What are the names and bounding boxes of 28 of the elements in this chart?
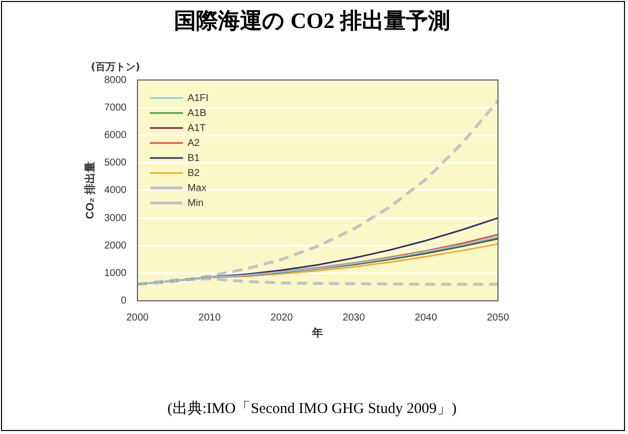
x-tick-label: 2020	[270, 312, 294, 324]
y-tick-label: 1000	[104, 268, 127, 279]
y-tick-label: 5000	[104, 158, 127, 169]
x-tick-label: 2050	[486, 312, 510, 324]
y-tick-label: 6000	[104, 130, 127, 141]
y-tick-label: 4000	[104, 185, 127, 196]
legend-label: B1	[187, 152, 200, 164]
text: (出典:IMO「Second IMO GHG Study 2009」)	[166, 400, 458, 418]
y-axis-title: CO₂ 排出量	[84, 162, 97, 220]
x-tick-label: 2000	[126, 312, 150, 324]
legend-label: Max	[187, 182, 206, 194]
chart-title: 国際海運の CO2 排出量予測	[173, 7, 451, 35]
legend-label: A2	[187, 138, 200, 149]
y-tick-label: 8000	[104, 74, 127, 86]
y-tick-label: 2000	[104, 240, 127, 252]
text: (百万トン)	[90, 62, 140, 73]
legend-label: A1B	[187, 108, 207, 119]
x-tick-label: 2040	[414, 312, 438, 324]
y-tick-label: 0	[120, 296, 127, 307]
y-tick-label: 3000	[104, 212, 127, 224]
x-tick-label: 2030	[342, 312, 366, 324]
legend-label: A1T	[187, 122, 206, 134]
legend-label: Min	[187, 198, 204, 209]
y-tick-label: 7000	[104, 102, 127, 114]
x-axis-title: 年	[311, 326, 324, 340]
legend-label: A1FI	[187, 92, 209, 104]
x-tick-label: 2010	[198, 312, 222, 324]
legend-label: B2	[187, 168, 200, 179]
